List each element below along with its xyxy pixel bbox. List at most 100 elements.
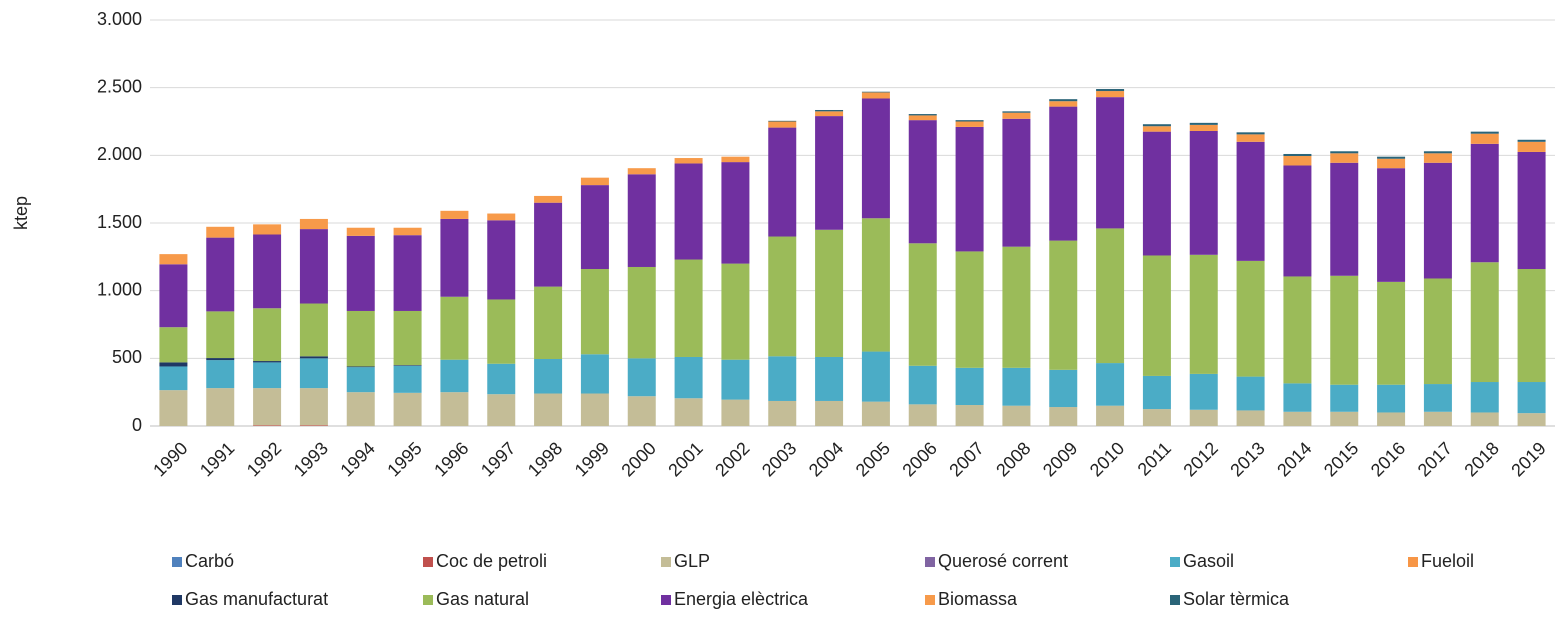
x-tick-label: 2009	[1039, 438, 1081, 480]
x-tick-label: 2011	[1134, 438, 1176, 480]
bar-segment	[487, 220, 516, 300]
bar-segment	[768, 120, 797, 122]
y-tick-label: 500	[112, 347, 142, 367]
bar-segment	[1049, 240, 1078, 370]
y-tick-label: 1.500	[97, 212, 142, 232]
x-tick-label: 2015	[1320, 438, 1362, 480]
bar-segment	[674, 398, 703, 426]
bar-segment	[1470, 131, 1499, 134]
bar-segment	[534, 393, 563, 426]
bar-segment	[534, 286, 563, 360]
bar-segment	[253, 308, 282, 362]
bar-segment	[1189, 122, 1218, 125]
x-tick-label: 1999	[571, 438, 613, 480]
bar-segment	[955, 367, 984, 406]
bar-segment	[908, 120, 937, 244]
bar-segment	[1236, 141, 1265, 261]
x-tick-label: 2008	[992, 438, 1034, 480]
bar-segment	[1236, 376, 1265, 411]
bar-segment	[346, 310, 375, 367]
x-tick-label: 1991	[196, 438, 238, 480]
x-tick-label: 1996	[430, 438, 472, 480]
x-tick-label: 1997	[477, 438, 519, 480]
legend-label: Gas natural	[436, 589, 529, 609]
bar-segment	[1423, 411, 1452, 426]
bar-segment	[1236, 132, 1265, 135]
y-axis-label: ktep	[11, 196, 31, 230]
bar-segment	[1330, 411, 1359, 426]
bar-segment	[299, 425, 328, 426]
bar-segment	[627, 168, 656, 175]
bar-segment	[955, 121, 984, 127]
bar-segment	[346, 392, 375, 426]
bar-segment	[768, 356, 797, 401]
bar-segment	[1283, 156, 1312, 166]
bar-segment	[487, 299, 516, 364]
bar-segment	[440, 359, 469, 393]
bar-segment	[206, 360, 235, 389]
bar-segment	[1470, 262, 1499, 383]
bar-segment	[1189, 254, 1218, 374]
x-tick-label: 2006	[898, 438, 940, 480]
bar-segment	[1377, 384, 1406, 413]
bar-segment	[861, 91, 890, 93]
legend-label: Gasoil	[1183, 551, 1234, 571]
bar-segment	[299, 229, 328, 304]
bar-segment	[1330, 162, 1359, 276]
bar-segment	[721, 156, 750, 163]
bar-segment	[955, 120, 984, 122]
bar-segment	[1049, 369, 1078, 408]
bar-segment	[580, 354, 609, 394]
bar-segment	[815, 356, 844, 401]
bar-segment	[1377, 158, 1406, 169]
bar-segment	[1377, 412, 1406, 426]
bar-segment	[955, 405, 984, 426]
legend-swatch	[661, 595, 671, 605]
bar-segment	[1283, 383, 1312, 412]
y-tick-label: 2.500	[97, 76, 142, 96]
bar-segment	[440, 296, 469, 360]
bar-segment	[159, 254, 188, 265]
bar-segment	[1142, 409, 1171, 426]
bar-segment	[1096, 89, 1125, 92]
bar-segment	[1236, 134, 1265, 142]
bar-segment	[159, 327, 188, 363]
legend-swatch	[172, 557, 182, 567]
bar-segment	[487, 394, 516, 426]
bar-segment	[1189, 124, 1218, 131]
bar-segment	[1236, 410, 1265, 426]
bar-segment	[861, 92, 890, 99]
bar-segment	[721, 399, 750, 426]
bar-segment	[1096, 97, 1125, 229]
bar-segment	[768, 121, 797, 128]
legend-swatch	[423, 595, 433, 605]
bar-segment	[815, 229, 844, 357]
bar-segment	[346, 366, 375, 368]
bar-segment	[627, 266, 656, 359]
bar-segment	[908, 114, 937, 116]
bar-segment	[1423, 278, 1452, 385]
bar-segment	[815, 109, 844, 112]
bar-segment	[1283, 411, 1312, 426]
bar-segment	[768, 236, 797, 357]
x-tick-label: 2000	[617, 438, 659, 480]
bar-segment	[159, 366, 188, 391]
bar-segment	[440, 392, 469, 426]
bar-segment	[908, 115, 937, 121]
bar-segment	[1002, 111, 1031, 113]
legend-label: Coc de petroli	[436, 551, 547, 571]
legend-swatch	[1170, 557, 1180, 567]
bar-segment	[299, 218, 328, 230]
legend-swatch	[925, 595, 935, 605]
bar-segment	[440, 218, 469, 297]
bar-segment	[1049, 99, 1078, 102]
bar-segment	[815, 116, 844, 230]
x-tick-label: 2003	[758, 438, 800, 480]
bar-segment	[1049, 101, 1078, 107]
x-tick-label: 2005	[852, 438, 894, 480]
legend-label: Fueloil	[1421, 551, 1474, 571]
bar-segment	[1517, 269, 1546, 383]
bar-segment	[1517, 139, 1546, 142]
bar-segment	[1189, 130, 1218, 255]
